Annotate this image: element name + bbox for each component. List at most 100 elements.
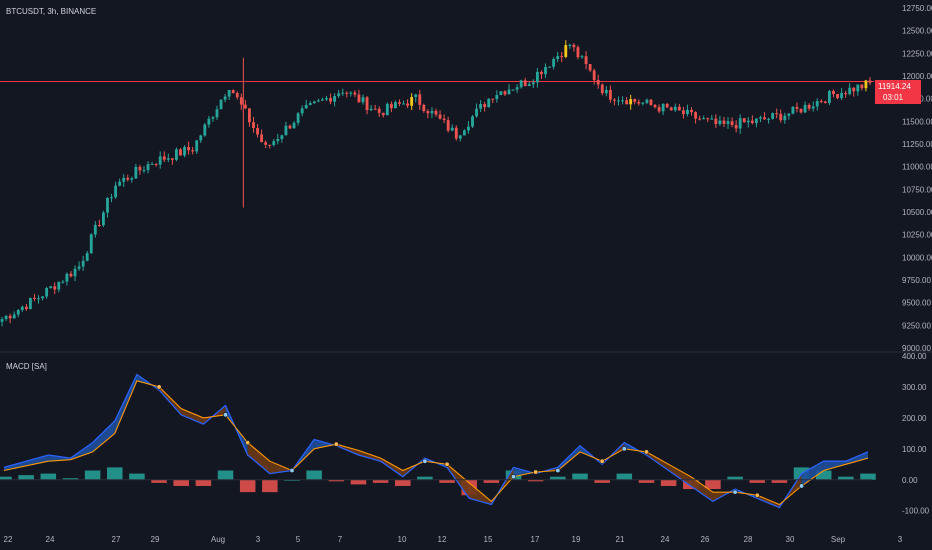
histogram-bar xyxy=(860,473,876,480)
candle-body xyxy=(754,118,758,124)
histogram-bar xyxy=(173,479,189,486)
candle-body xyxy=(471,116,474,127)
candle-body xyxy=(93,225,97,235)
candle-body xyxy=(377,108,381,113)
symbol-title: BTCUSDT, 3h, BINANCE xyxy=(6,7,96,16)
candle-body xyxy=(702,118,706,120)
candle-body xyxy=(349,92,353,94)
histogram-bar xyxy=(439,479,455,483)
candle-body xyxy=(588,64,592,71)
candle-body xyxy=(296,113,300,123)
candle-body xyxy=(637,101,641,104)
candle-body xyxy=(272,141,276,146)
indicator-title: MACD [SA] xyxy=(6,362,47,371)
cross-marker xyxy=(444,461,450,467)
axes: 12750.0012500.0012250.0012000.0011750.00… xyxy=(4,4,932,544)
candle-body xyxy=(385,103,389,116)
candle-body xyxy=(256,128,259,135)
candle-body xyxy=(515,87,519,90)
histogram-bar xyxy=(638,479,655,483)
candle-body xyxy=(414,94,418,97)
macd-fill-segment xyxy=(358,450,381,462)
price-tick-label: 11500.00 xyxy=(902,117,932,126)
cross-marker xyxy=(289,467,295,473)
macd-tick-label: 200.00 xyxy=(902,414,927,423)
candle-body xyxy=(398,102,401,104)
candle-body xyxy=(179,149,182,156)
candle-body xyxy=(37,298,40,300)
x-tick-label: 17 xyxy=(531,535,540,544)
macd-fill-segment xyxy=(247,442,270,474)
candle-body xyxy=(199,135,203,141)
candle-body xyxy=(531,82,535,85)
last-price-label: 11914.24 xyxy=(878,82,911,91)
candle-body xyxy=(771,113,775,119)
candle-body xyxy=(195,140,199,152)
candle-body xyxy=(268,144,272,146)
candle-body xyxy=(572,44,576,48)
price-tick-label: 11250.00 xyxy=(902,140,932,149)
candle-body xyxy=(381,112,385,116)
histogram-bar xyxy=(239,479,256,493)
candle-body xyxy=(211,117,215,119)
candle-body xyxy=(625,100,629,105)
macd-fill-segment xyxy=(469,482,492,505)
histogram-bar xyxy=(616,473,633,480)
candle-body xyxy=(840,93,844,99)
candle-body xyxy=(499,91,503,96)
price-tick-label: 12750.00 xyxy=(902,4,932,13)
candle-body xyxy=(714,118,718,125)
histogram-bar xyxy=(129,473,145,480)
x-tick-label: 24 xyxy=(46,535,55,544)
histogram-bar xyxy=(395,479,411,486)
histogram-bar xyxy=(107,467,123,480)
candle-body xyxy=(718,120,722,125)
candle-body xyxy=(110,197,113,199)
candle-body xyxy=(97,225,101,227)
price-tick-label: 12500.00 xyxy=(902,27,932,36)
candle-body xyxy=(479,103,483,109)
price-tick-label: 9500.00 xyxy=(902,299,931,308)
candle-body xyxy=(49,286,53,289)
candle-body xyxy=(815,101,819,107)
candle-body xyxy=(292,122,296,129)
candle-body xyxy=(146,164,150,171)
candle-body xyxy=(235,93,239,98)
price-tick-label: 11000.00 xyxy=(902,163,932,172)
x-tick-label: 27 xyxy=(112,535,121,544)
candle-body xyxy=(686,109,689,115)
candle-body xyxy=(848,87,852,95)
x-tick-label: 3 xyxy=(898,535,903,544)
candle-body xyxy=(698,118,702,120)
candle-body xyxy=(649,99,653,105)
histogram-bar xyxy=(594,479,610,483)
candle-body xyxy=(503,91,507,95)
candle-body xyxy=(28,297,32,310)
macd-pane[interactable] xyxy=(0,373,876,509)
candle-body xyxy=(783,115,787,121)
candle-body xyxy=(53,286,57,290)
candle-body xyxy=(495,95,499,100)
candle-body xyxy=(410,96,414,106)
candle-body xyxy=(450,127,454,131)
candle-body xyxy=(154,163,158,165)
candle-body xyxy=(844,93,848,95)
macd-fill-segment xyxy=(668,464,691,486)
macd-tick-label: -100.00 xyxy=(902,507,930,516)
candle-body xyxy=(483,103,487,108)
histogram-bar xyxy=(838,476,854,480)
candle-body xyxy=(308,103,312,105)
candle-body xyxy=(333,96,337,102)
candle-body xyxy=(564,45,568,57)
candle-body xyxy=(621,100,624,102)
candle-body xyxy=(69,273,73,277)
histogram-bar xyxy=(749,479,765,483)
candle-body xyxy=(89,234,93,254)
candle-body xyxy=(389,103,393,109)
candle-body xyxy=(710,118,714,120)
candle-body xyxy=(665,103,669,108)
price-pane[interactable] xyxy=(0,40,874,327)
price-tick-label: 10500.00 xyxy=(902,208,932,217)
candle-body xyxy=(325,98,328,100)
